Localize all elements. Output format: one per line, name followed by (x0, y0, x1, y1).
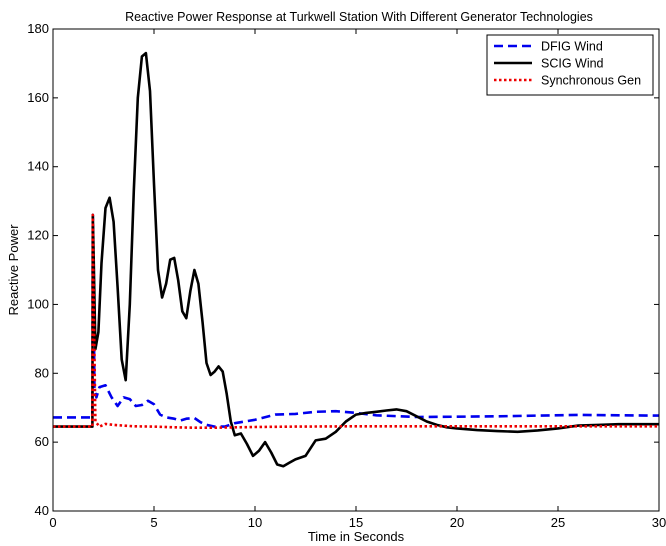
x-axis-label: Time in Seconds (308, 529, 405, 544)
y-tick-label: 140 (27, 159, 49, 174)
legend-label: SCIG Wind (541, 57, 604, 71)
x-tick-label: 30 (652, 515, 666, 530)
x-tick-label: 5 (150, 515, 157, 530)
series-line-dfig-wind (53, 213, 660, 428)
x-tick-label: 0 (49, 515, 56, 530)
y-tick-label: 40 (35, 503, 49, 518)
x-tick-label: 25 (551, 515, 565, 530)
legend-label: DFIG Wind (541, 40, 603, 54)
y-tick-label: 60 (35, 434, 49, 449)
y-tick-label: 180 (27, 21, 49, 36)
y-tick-label: 100 (27, 296, 49, 311)
y-axis-label: Reactive Power (6, 224, 21, 316)
series-line-synchronous-gen (53, 213, 659, 430)
plot-area (52, 28, 660, 512)
chart-title: Reactive Power Response at Turkwell Stat… (125, 10, 593, 24)
y-tick-label: 80 (35, 365, 49, 380)
series-group (53, 51, 660, 468)
legend-label: Synchronous Gen (541, 74, 641, 88)
x-tick-label: 10 (248, 515, 262, 530)
legend: DFIG Wind SCIG Wind Synchronous Gen (486, 34, 654, 96)
x-axis: 0 5 10 15 20 25 30 (49, 29, 666, 530)
y-tick-label: 120 (27, 228, 49, 243)
plot-frame (52, 28, 660, 512)
x-tick-label: 20 (450, 515, 464, 530)
x-tick-label: 15 (349, 515, 363, 530)
series-line-scig-wind (53, 51, 659, 468)
y-tick-label: 160 (27, 90, 49, 105)
y-axis: 40 60 80 100 120 140 160 180 (27, 21, 659, 518)
